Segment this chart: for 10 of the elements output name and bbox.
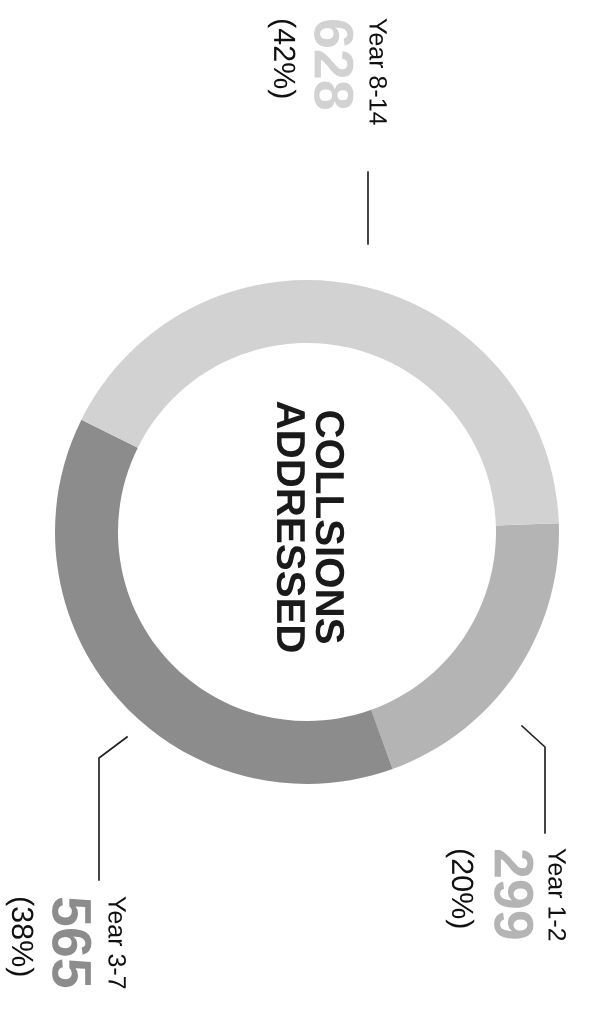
slice-label: Year 8-14	[369, 18, 387, 125]
slice-label: Year 1-2	[548, 848, 566, 941]
text: (38%)	[5, 897, 35, 976]
data-label: 565	[52, 897, 92, 988]
text: (20%)	[445, 849, 475, 928]
text: (42%)	[267, 19, 297, 98]
donut-slice	[371, 523, 559, 770]
slice-label: Year 3-7	[108, 896, 126, 989]
text: COLLSIONS ADDRESSED	[276, 401, 345, 652]
data-label: 299	[494, 849, 534, 939]
